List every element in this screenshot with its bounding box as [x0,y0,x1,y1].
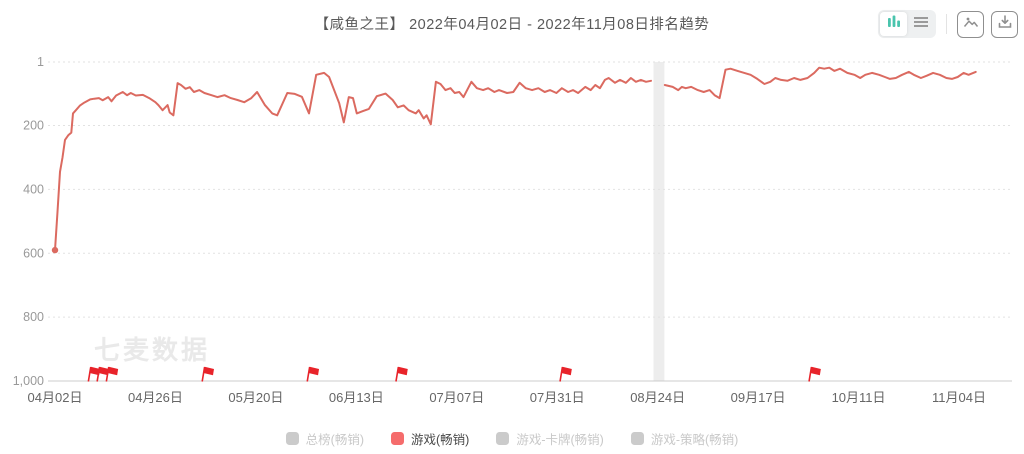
save-image-button[interactable] [957,10,984,38]
x-axis-label: 07月07日 [429,390,484,405]
x-axis-label: 06月13日 [329,390,384,405]
x-axis-label: 11月04日 [932,390,986,405]
x-axis-label: 07月31日 [530,390,585,405]
missing-data-band [653,62,665,381]
toolbar-divider [946,14,947,34]
version-flag-icon[interactable] [105,366,119,382]
x-axis-label: 04月26日 [128,390,183,405]
version-flag-icon[interactable] [395,366,408,382]
legend-item[interactable]: 游戏-卡牌(畅销) [496,429,604,448]
y-axis-label: 1 [37,55,44,69]
download-button[interactable] [991,10,1018,38]
chart-view-button[interactable] [880,12,907,36]
series-start-point [51,246,59,254]
legend-swatch [496,432,510,445]
legend-item[interactable]: 游戏-策略(畅销) [630,429,739,448]
y-axis-label: 1,000 [13,374,44,388]
y-axis-label: 200 [23,119,44,133]
rank-trend-line[interactable] [663,66,977,100]
version-flag-icon[interactable] [808,366,821,382]
chart-toolbar [878,10,1018,38]
legend-label: 游戏(畅销) [411,433,470,447]
legend-item[interactable]: 游戏(畅销) [391,429,469,448]
view-toggle [878,10,936,38]
version-flag-icon[interactable] [201,366,214,382]
legend-item[interactable]: 总榜(畅销) [285,429,364,448]
legend-swatch [391,432,404,445]
list-icon [913,15,929,34]
legend: 总榜(畅销) 游戏(畅销) 游戏-卡牌(畅销) 游戏-策略(畅销) [0,429,1024,448]
x-axis-label: 08月24日 [630,390,685,405]
x-axis-label: 10月11日 [832,390,886,405]
version-flag-icon[interactable] [559,366,572,382]
y-axis-label: 400 [23,182,44,196]
version-flag-icon[interactable] [87,366,101,382]
y-axis-label: 600 [23,246,44,260]
legend-swatch [630,432,644,445]
x-axis-label: 05月20日 [228,390,283,405]
x-axis-label: 04月02日 [28,390,83,405]
rank-trend-line[interactable] [54,71,652,252]
version-flag-icon[interactable] [96,366,109,382]
download-icon [997,14,1013,35]
version-flag-icon[interactable] [306,366,320,382]
x-axis-label: 09月17日 [731,390,786,405]
legend-swatch [285,432,299,445]
legend-label: 总榜(畅销) [305,433,364,447]
image-icon [963,14,979,35]
table-view-button[interactable] [907,12,934,36]
legend-label: 游戏-策略(畅销) [650,433,739,447]
legend-label: 游戏-卡牌(畅销) [516,433,604,447]
bar-chart-icon [886,14,902,34]
page-title: 【咸鱼之王】 2022年04月02日 - 2022年11月08日排名趋势 [314,17,710,33]
y-axis-label: 800 [23,310,44,324]
rank-trend-chart: 1 200 400 600 800 1,000 04月02日 04月26日 05月20日 06月1… [13,55,1012,405]
watermark: 七麦数据 [94,335,211,365]
